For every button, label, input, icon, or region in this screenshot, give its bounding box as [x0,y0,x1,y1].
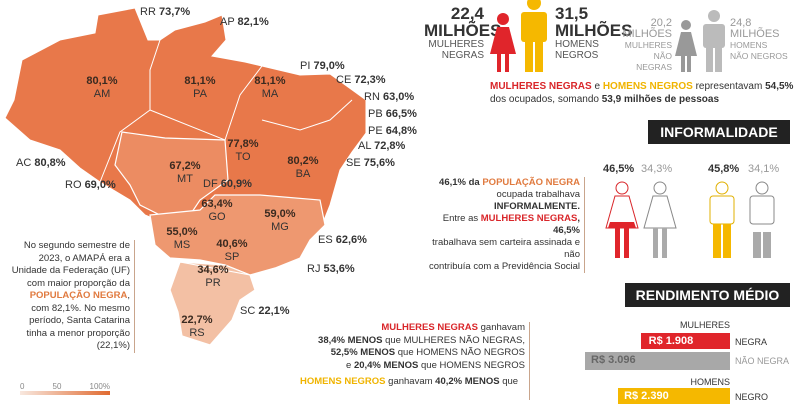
state-label-ba: 80,2% BA [287,155,319,180]
income-value: R$ 2.390 [624,390,669,402]
state-label-am: 80,1% AM [86,75,118,100]
state-label-rn: RN 63,0% [364,91,415,103]
pop-women-nonblack: 20,2 MILHÕES MULHERES NÃO NEGRAS [622,17,672,73]
woman-gray-icon [675,20,697,72]
income-bar: R$ 2.390 [618,388,730,404]
state-label-sc: SC 22,1% [240,305,290,317]
state-label-es: ES 62,6% [318,234,367,246]
state-label-pr: 34,6% PR [197,264,229,289]
state-label-mt: 67,2% MT [169,160,201,185]
state-label-rj: RJ 53,6% [307,263,355,275]
man-gray-outline-icon [749,181,775,258]
informalidade-text: 46,1% da POPULAÇÃO NEGRA ocupada trabalh… [425,177,585,273]
state-label-ce: CE 72,3% [336,74,386,86]
highlight-populacao-negra: POPULAÇÃO NEGRA [29,290,128,301]
woman-red-icon [490,13,516,72]
state-label-al: AL 72,8% [358,140,406,152]
state-label-pa: 81,1% PA [184,75,216,100]
man-gray-icon [703,10,725,72]
informal-women-nonblack-value: 34,3% [641,163,673,175]
informal-men-black-value: 45,8% [708,163,740,175]
state-label-se: SE 75,6% [346,157,395,169]
income-value: R$ 3.096 [591,354,636,366]
state-label-pb: PB 66,5% [368,108,417,120]
state-label-ac: AC 80,8% [16,157,66,169]
state-label-mg: 59,0% MG [264,208,296,233]
woman-red-outline-icon [605,181,639,258]
state-label-pe: PE 64,8% [368,125,417,137]
group-label-men: HOMENS [690,377,730,387]
group-label-women: MULHERES [679,320,730,330]
state-label-rr: RR 73,7% [140,6,191,18]
informalidade-header: INFORMALIDADE [648,120,790,144]
man-yellow-outline-icon [709,181,735,258]
color-legend: 0 50 100% [20,382,110,395]
income-bar: R$ 3.096 [585,352,730,370]
state-label-rs: 22,7% RS [181,314,213,339]
state-label-sp: 40,6% SP [216,238,248,263]
income-label: NÃO NEGRA [735,356,790,366]
brazil-map [4,7,367,346]
income-value: R$ 1.908 [648,335,694,347]
state-label-pi: PI 79,0% [300,60,345,72]
pop-men-black: 31,5 MILHÕES HOMENS NEGROS [555,4,633,61]
rendimento-text: MULHERES NEGRAS ganhavam 38,4% MENOS que… [300,322,530,400]
informal-men-nonblack-value: 34,1% [748,163,780,175]
population-summary: MULHERES NEGRAS e HOMENS NEGROS represen… [490,81,794,105]
pop-women-black: 22,4 MILHÕES MULHERES NEGRAS [424,4,502,61]
map-southeast-region [149,194,326,276]
state-label-df: DF 60,9% [203,178,252,190]
map-south-region [169,261,256,346]
state-label-ms: 55,0% MS [166,226,198,251]
state-label-ro: RO 69,0% [65,179,116,191]
income-bar: R$ 1.908 [640,333,730,349]
man-yellow-icon [521,0,547,72]
map-note: No segundo semestre de 2023, o AMAPÁ era… [10,240,135,353]
state-label-ap: AP 82,1% [220,16,269,28]
state-label-go: 63,4% GO [201,198,233,223]
rendimento-header: RENDIMENTO MÉDIO [625,283,790,307]
informalidade-figures [605,181,775,258]
informal-women-black-value: 46,5% [603,163,635,175]
income-label: NEGRA [735,337,768,347]
income-label: NEGRO [735,392,769,402]
legend-gradient [20,391,110,395]
state-label-ma: 81,1% MA [254,75,286,100]
state-label-to: 77,8% TO [227,138,259,163]
woman-gray-outline-icon [643,181,677,258]
pop-men-nonblack: 24,8 MILHÕES HOMENS NÃO NEGROS [730,17,788,62]
